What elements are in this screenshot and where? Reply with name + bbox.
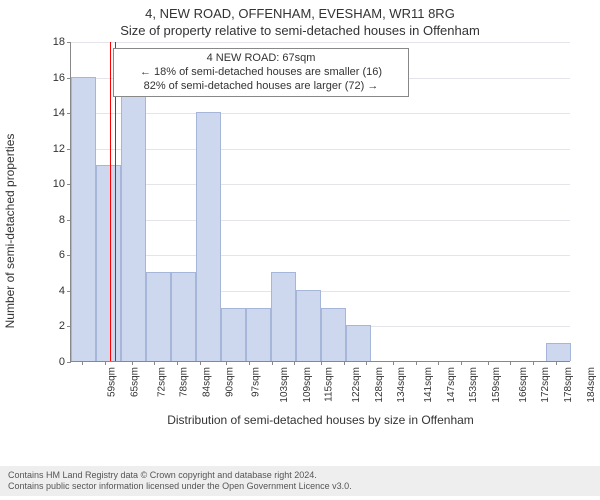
ytick-label: 12	[53, 143, 65, 155]
xtick-label: 103sqm	[279, 367, 290, 403]
xtick-mark	[344, 361, 345, 365]
xtick-mark	[416, 361, 417, 365]
chart-main-title: 4, NEW ROAD, OFFENHAM, EVESHAM, WR11 8RG	[0, 0, 600, 21]
ytick-mark	[67, 42, 71, 43]
histogram-bar	[171, 272, 196, 361]
xtick-mark	[177, 361, 178, 365]
y-axis-label: Number of semi-detached properties	[3, 134, 17, 329]
xtick-mark	[249, 361, 250, 365]
ytick-label: 18	[53, 36, 65, 48]
xtick-label: 141sqm	[423, 367, 434, 403]
xtick-mark	[438, 361, 439, 365]
xtick-label: 178sqm	[563, 367, 574, 403]
footer-credits: Contains HM Land Registry data © Crown c…	[0, 466, 600, 496]
xtick-mark	[510, 361, 511, 365]
xtick-mark	[154, 361, 155, 365]
xtick-mark	[272, 361, 273, 365]
xtick-mark	[226, 361, 227, 365]
xtick-mark	[556, 361, 557, 365]
xtick-mark	[461, 361, 462, 365]
xtick-label: 134sqm	[397, 367, 408, 403]
xtick-label: 84sqm	[202, 367, 213, 397]
histogram-bar	[546, 343, 571, 361]
xtick-mark	[294, 361, 295, 365]
ytick-label: 10	[53, 178, 65, 190]
footer-line1: Contains HM Land Registry data © Crown c…	[8, 470, 592, 481]
xtick-mark	[393, 361, 394, 365]
histogram-bar	[71, 77, 96, 361]
footer-line2: Contains public sector information licen…	[8, 481, 592, 492]
ytick-mark	[67, 362, 71, 363]
xtick-mark	[105, 361, 106, 365]
xtick-mark	[82, 361, 83, 365]
ytick-label: 2	[59, 320, 65, 332]
histogram-bar	[271, 272, 296, 361]
xtick-label: 59sqm	[107, 367, 118, 397]
xtick-label: 72sqm	[156, 367, 167, 397]
ytick-label: 8	[59, 214, 65, 226]
histogram-bar	[146, 272, 171, 361]
annotation-line2: ← 18% of semi-detached houses are smalle…	[120, 66, 402, 80]
xtick-label: 97sqm	[251, 367, 262, 397]
ytick-label: 14	[53, 107, 65, 119]
x-axis-label: Distribution of semi-detached houses by …	[167, 413, 474, 427]
histogram-bar	[121, 94, 146, 361]
annotation-line3: 82% of semi-detached houses are larger (…	[120, 80, 402, 94]
chart-container: Number of semi-detached properties Distr…	[38, 42, 580, 420]
ytick-label: 4	[59, 285, 65, 297]
xtick-label: 78sqm	[179, 367, 190, 397]
xtick-label: 109sqm	[302, 367, 313, 403]
xtick-label: 122sqm	[351, 367, 362, 403]
gridline	[71, 42, 570, 43]
xtick-label: 172sqm	[540, 367, 551, 403]
histogram-bar	[196, 112, 221, 361]
xtick-label: 153sqm	[469, 367, 480, 403]
xtick-label: 90sqm	[224, 367, 235, 397]
xtick-mark	[488, 361, 489, 365]
xtick-label: 147sqm	[446, 367, 457, 403]
ytick-label: 0	[59, 356, 65, 368]
xtick-label: 184sqm	[586, 367, 597, 403]
xtick-label: 115sqm	[324, 367, 335, 402]
annotation-line1: 4 NEW ROAD: 67sqm	[120, 52, 402, 66]
ytick-label: 16	[53, 72, 65, 84]
xtick-mark	[366, 361, 367, 365]
ytick-label: 6	[59, 249, 65, 261]
xtick-label: 159sqm	[491, 367, 502, 403]
annotation-box: 4 NEW ROAD: 67sqm ← 18% of semi-detached…	[113, 48, 409, 97]
xtick-mark	[533, 361, 534, 365]
histogram-bar	[296, 290, 321, 361]
histogram-bar	[96, 165, 121, 361]
xtick-mark	[200, 361, 201, 365]
histogram-bar	[246, 308, 271, 361]
histogram-bar	[321, 308, 346, 361]
chart-sub-title: Size of property relative to semi-detach…	[0, 21, 600, 38]
xtick-label: 128sqm	[374, 367, 385, 403]
xtick-label: 65sqm	[130, 367, 141, 397]
histogram-bar	[221, 308, 246, 361]
xtick-label: 166sqm	[518, 367, 529, 403]
histogram-bar	[346, 325, 371, 361]
reference-line	[110, 42, 111, 361]
plot-area: Distribution of semi-detached houses by …	[70, 42, 570, 362]
xtick-mark	[132, 361, 133, 365]
xtick-mark	[321, 361, 322, 365]
